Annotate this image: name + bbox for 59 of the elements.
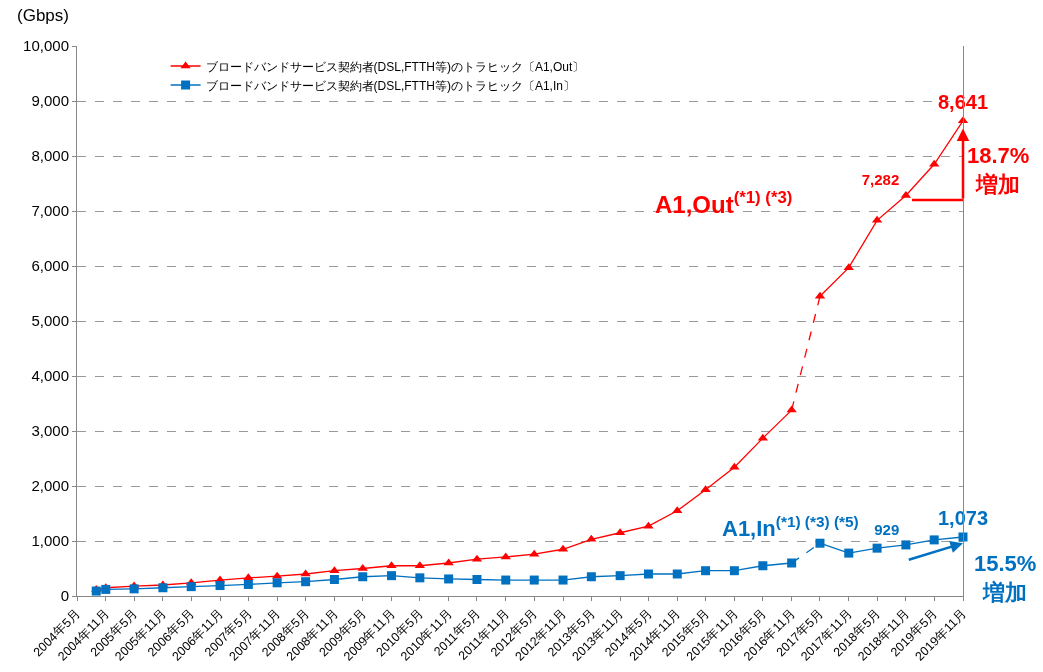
legend-label: ブロードバンドサービス契約者(DSL,FTTH等)のトラヒック〔A1,In〕: [205, 78, 575, 93]
y-tick-label: 5,000: [31, 312, 69, 330]
point: [815, 538, 825, 548]
point: [500, 552, 511, 560]
annotation: 18.7% 増加: [967, 143, 1030, 197]
point: [729, 566, 739, 576]
point: [872, 543, 882, 553]
point: [529, 575, 539, 585]
point: [444, 574, 454, 584]
point: [929, 535, 939, 545]
point: [586, 572, 596, 582]
point: [558, 575, 568, 585]
data-label: 7,282: [861, 171, 900, 189]
point: [586, 534, 597, 542]
annotation: 15.5% 増加: [974, 551, 1037, 605]
y-tick-label: 10,000: [23, 37, 69, 55]
point: [729, 462, 740, 470]
point: [787, 558, 797, 568]
point: [358, 572, 368, 582]
y-tick-label: 8,000: [31, 147, 69, 165]
legend-label: ブロードバンドサービス契約者(DSL,FTTH等)のトラヒック〔A1,Out〕: [205, 59, 585, 74]
annotation: A1,Out$^{(*1) (*3)}$: [655, 188, 793, 219]
point: [215, 581, 225, 591]
point: [272, 578, 282, 588]
point: [615, 571, 625, 581]
point: [844, 548, 854, 558]
y-axis-title: (Gbps): [17, 6, 69, 25]
y-tick-label: 0: [60, 587, 69, 605]
point: [901, 540, 911, 550]
data-label: 1,073: [937, 507, 989, 530]
y-tick-label: 1,000: [31, 532, 69, 550]
point: [129, 584, 139, 594]
y-tick-label: 9,000: [31, 92, 69, 110]
point: [700, 485, 711, 493]
y-tick-label: 4,000: [31, 367, 69, 385]
point: [158, 583, 168, 593]
point: [243, 573, 254, 581]
point: [387, 571, 397, 581]
data-label: 8,641: [937, 91, 989, 114]
y-tick-label: 6,000: [31, 257, 69, 275]
point: [329, 575, 339, 584]
point: [758, 561, 768, 571]
point: [672, 569, 682, 579]
point: [415, 573, 425, 583]
y-tick-label: 3,000: [31, 422, 69, 440]
point: [701, 566, 711, 576]
annotation: A1,In$^{(*1) (*3) (*5)}$: [722, 513, 859, 542]
point: [186, 582, 196, 592]
point: [101, 584, 111, 594]
point: [243, 579, 253, 589]
point: [301, 577, 311, 587]
point: [91, 586, 101, 596]
point: [472, 575, 482, 584]
point: [929, 159, 940, 167]
y-tick-label: 7,000: [31, 202, 69, 220]
point: [643, 569, 653, 579]
point: [501, 575, 511, 585]
y-tick-label: 2,000: [31, 477, 69, 495]
data-label: 929: [874, 520, 900, 538]
